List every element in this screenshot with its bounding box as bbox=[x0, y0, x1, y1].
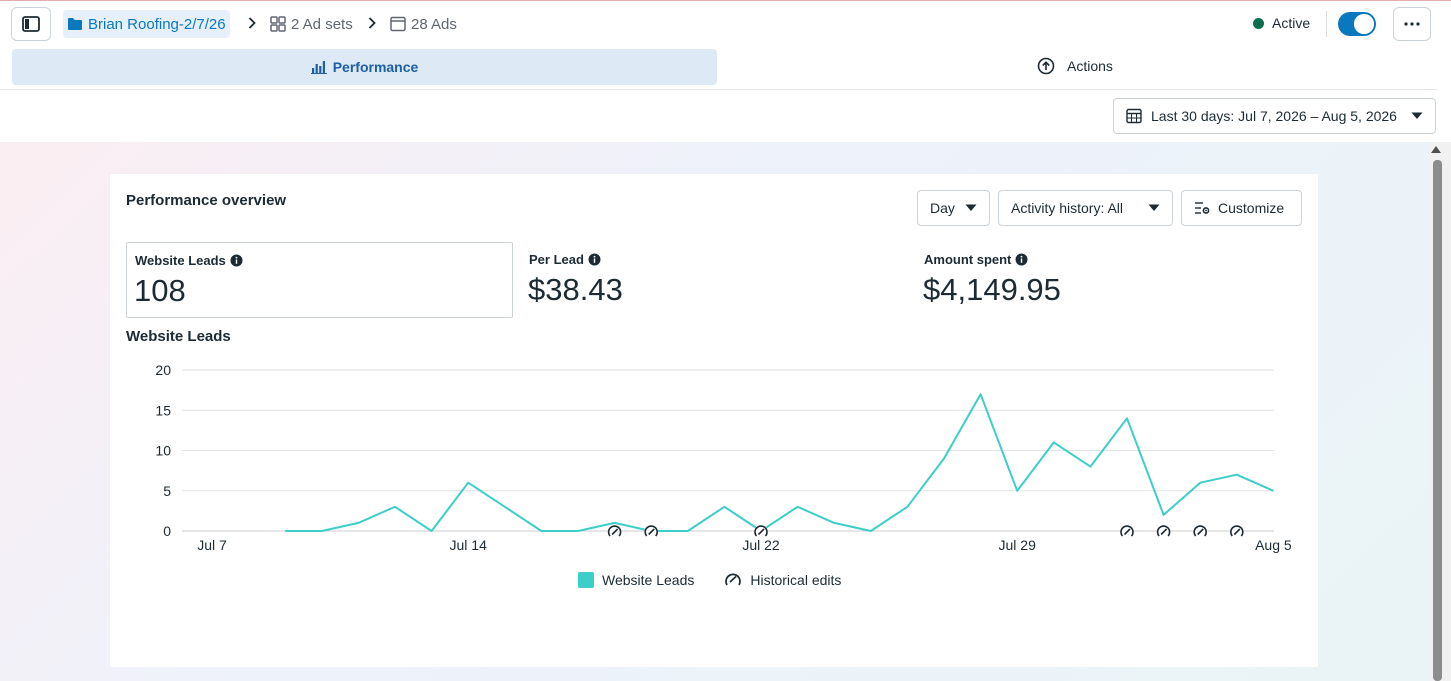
chevron-right-icon bbox=[246, 14, 258, 32]
metric-label: Website Leads bbox=[135, 253, 243, 268]
x-tick-label: Aug 5 bbox=[1255, 537, 1292, 553]
date-range-picker[interactable]: Last 30 days: Jul 7, 2026 – Aug 5, 2026 bbox=[1113, 98, 1436, 134]
breadcrumb-adsets-label: 2 Ad sets bbox=[291, 15, 353, 33]
customize-label: Customize bbox=[1218, 200, 1285, 216]
x-tick-label: Jul 29 bbox=[999, 537, 1037, 553]
x-tick-label: Jul 7 bbox=[197, 537, 227, 553]
sidebar-panel-icon bbox=[22, 16, 40, 32]
caret-down-icon bbox=[965, 204, 977, 211]
chart-title: Website Leads bbox=[126, 328, 231, 345]
breadcrumb-ads[interactable]: 28 Ads bbox=[390, 10, 457, 38]
breadcrumb-campaign[interactable]: Brian Roofing-2/7/26 bbox=[63, 10, 230, 38]
tab-actions-label: Actions bbox=[1067, 58, 1113, 74]
historical-edit-marker[interactable] bbox=[1120, 525, 1134, 539]
metric-value: $38.43 bbox=[528, 272, 623, 307]
series-line bbox=[285, 393, 1274, 532]
info-icon[interactable] bbox=[1015, 253, 1028, 266]
website-leads-line-chart[interactable]: 0 5 10 15 20 Jul 7 Jul 14 Jul 22 Jul 29 Aug 5 bbox=[110, 350, 1318, 560]
historical-edit-marker[interactable] bbox=[1193, 525, 1208, 539]
sidebar-toggle-button[interactable] bbox=[11, 7, 51, 41]
info-icon[interactable] bbox=[230, 254, 243, 267]
grid-icon bbox=[270, 16, 286, 32]
legend-item-website-leads[interactable]: Website Leads bbox=[578, 572, 694, 588]
performance-overview-card: Performance overview Day Activity histor… bbox=[110, 174, 1318, 667]
historical-edit-marker[interactable] bbox=[644, 525, 659, 539]
status-label: Active bbox=[1272, 15, 1311, 31]
customize-button[interactable]: Customize bbox=[1181, 190, 1302, 226]
granularity-dropdown[interactable]: Day bbox=[917, 190, 990, 226]
divider bbox=[1326, 11, 1327, 37]
legend-swatch bbox=[578, 572, 594, 588]
activity-history-dropdown[interactable]: Activity history: All bbox=[998, 190, 1173, 226]
x-tick-label: Jul 22 bbox=[742, 537, 780, 553]
customize-settings-icon bbox=[1195, 202, 1210, 214]
metric-value: 108 bbox=[134, 273, 186, 308]
bar-chart-icon bbox=[310, 61, 327, 74]
tab-performance[interactable]: Performance bbox=[12, 49, 717, 85]
y-tick-label: 10 bbox=[155, 443, 171, 459]
metric-website-leads[interactable]: Website Leads 108 bbox=[126, 242, 513, 318]
tab-actions[interactable]: Actions bbox=[1037, 57, 1113, 75]
status-dot-icon bbox=[1253, 17, 1264, 29]
legend-label: Website Leads bbox=[602, 572, 695, 588]
chevron-right-icon bbox=[366, 14, 378, 32]
historical-edit-marker[interactable] bbox=[1156, 525, 1171, 539]
arrow-up-circle-icon bbox=[1037, 57, 1055, 75]
x-tick-label: Jul 14 bbox=[450, 537, 488, 553]
calendar-icon bbox=[1126, 108, 1142, 124]
y-tick-label: 15 bbox=[155, 402, 171, 418]
scrollbar-thumb[interactable] bbox=[1433, 160, 1442, 681]
caret-down-icon bbox=[1411, 112, 1423, 119]
tab-performance-label: Performance bbox=[332, 59, 419, 75]
legend-label: Historical edits bbox=[750, 572, 842, 588]
y-tick-label: 5 bbox=[163, 483, 171, 499]
historical-edit-marker[interactable] bbox=[754, 525, 768, 539]
breadcrumb-adsets[interactable]: 2 Ad sets bbox=[270, 10, 353, 38]
historical-edit-marker[interactable] bbox=[607, 525, 622, 539]
more-horizontal-icon bbox=[1404, 22, 1420, 26]
metric-label: Per Lead bbox=[529, 252, 601, 267]
ad-window-icon bbox=[390, 16, 406, 32]
historical-edit-marker[interactable] bbox=[1229, 525, 1244, 539]
granularity-label: Day bbox=[930, 200, 955, 216]
breadcrumb-campaign-label: Brian Roofing-2/7/26 bbox=[88, 15, 226, 33]
metric-label-text: Amount spent bbox=[924, 252, 1012, 267]
metric-label: Amount spent bbox=[924, 252, 1028, 267]
breadcrumb-ads-label: 28 Ads bbox=[411, 15, 457, 33]
caret-down-icon bbox=[1148, 204, 1160, 211]
more-options-button[interactable] bbox=[1393, 7, 1431, 41]
top-bar: Brian Roofing-2/7/26 2 Ad sets 28 Ads Ac… bbox=[0, 0, 1451, 46]
activity-history-label: Activity history: All bbox=[1011, 200, 1124, 216]
metric-per-lead[interactable]: Per Lead $38.43 bbox=[521, 242, 901, 318]
legend-item-historical-edits[interactable]: Historical edits bbox=[724, 572, 841, 588]
metric-amount-spent[interactable]: Amount spent $4,149.95 bbox=[916, 242, 1302, 318]
info-icon[interactable] bbox=[588, 253, 601, 266]
scroll-up-arrow-icon[interactable] bbox=[1431, 146, 1441, 153]
view-tabs: Performance Actions bbox=[0, 46, 1437, 90]
campaign-on-off-toggle[interactable] bbox=[1338, 12, 1376, 36]
metric-label-text: Per Lead bbox=[529, 252, 584, 267]
metric-value: $4,149.95 bbox=[923, 272, 1061, 307]
metric-label-text: Website Leads bbox=[135, 253, 226, 268]
y-tick-label: 20 bbox=[155, 362, 171, 378]
folder-icon bbox=[68, 18, 82, 30]
chart-legend: Website Leads Historical edits bbox=[578, 572, 841, 588]
y-tick-label: 0 bbox=[163, 523, 171, 539]
card-title: Performance overview bbox=[126, 192, 287, 209]
date-range-label: Last 30 days: Jul 7, 2026 – Aug 5, 2026 bbox=[1151, 108, 1397, 124]
historical-edit-icon bbox=[725, 573, 742, 586]
campaign-status: Active bbox=[1253, 15, 1310, 31]
